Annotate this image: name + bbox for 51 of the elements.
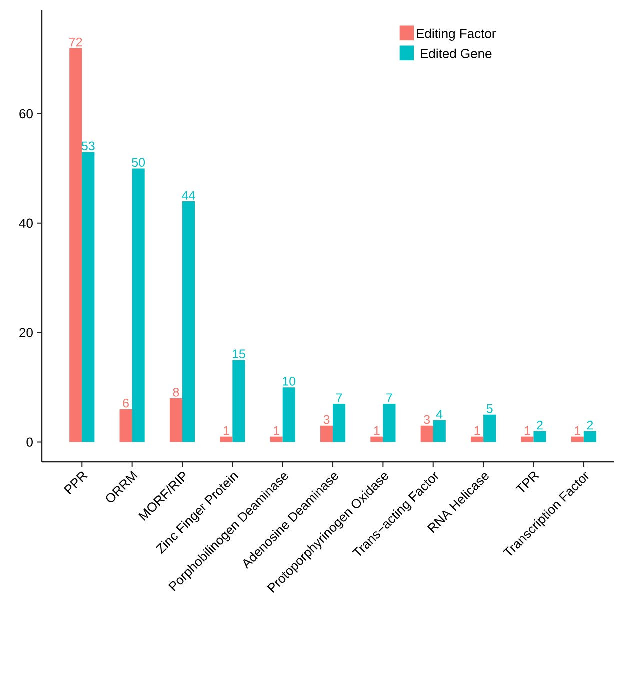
data-label: 2 (587, 420, 594, 430)
data-label: 44 (182, 191, 196, 200)
bar (433, 420, 446, 442)
data-label: 5 (486, 404, 493, 414)
data-label: 6 (123, 398, 129, 408)
data-label: 7 (386, 394, 392, 402)
bar (120, 409, 132, 442)
bar (82, 152, 95, 442)
bar (232, 360, 246, 442)
bar (534, 431, 546, 442)
bar (420, 426, 434, 442)
data-label: 3 (424, 415, 430, 424)
data-label: 10 (283, 377, 296, 386)
data-label: 7 (336, 394, 342, 402)
data-label: 1 (474, 426, 480, 436)
bar (220, 436, 233, 442)
bar (571, 436, 584, 442)
bar (521, 436, 534, 442)
data-label: 2 (537, 420, 543, 430)
data-label: 50 (132, 158, 146, 167)
data-label: 3 (324, 415, 330, 424)
bar (270, 436, 283, 442)
bar (383, 404, 396, 442)
bar (370, 436, 384, 442)
y-tick-label: 60 (20, 109, 33, 119)
bar (320, 426, 334, 442)
bar (333, 404, 346, 442)
bar (70, 48, 82, 442)
data-label: 72 (70, 38, 82, 47)
bar (584, 431, 596, 442)
bar (484, 414, 496, 442)
data-label: 4 (436, 410, 443, 419)
data-label: 1 (524, 426, 530, 436)
bar (282, 388, 296, 442)
bar (170, 398, 182, 442)
data-label: 8 (173, 388, 180, 397)
x-tick-label: TPR (516, 472, 540, 492)
data-label: 1 (575, 426, 580, 436)
y-tick-label: 0 (26, 438, 33, 447)
bar (132, 168, 145, 442)
legend-label: Edited Gene (421, 48, 492, 58)
data-label: 1 (374, 426, 380, 436)
bar (182, 202, 196, 442)
bar (471, 436, 484, 442)
legend-label: Editing Factor (417, 28, 496, 41)
data-label: 1 (224, 426, 230, 436)
data-label: 15 (232, 350, 246, 359)
data-label: 1 (274, 426, 280, 436)
y-tick-label: 20 (20, 328, 33, 338)
y-tick-label: 40 (19, 218, 33, 228)
data-label: 53 (82, 142, 95, 151)
